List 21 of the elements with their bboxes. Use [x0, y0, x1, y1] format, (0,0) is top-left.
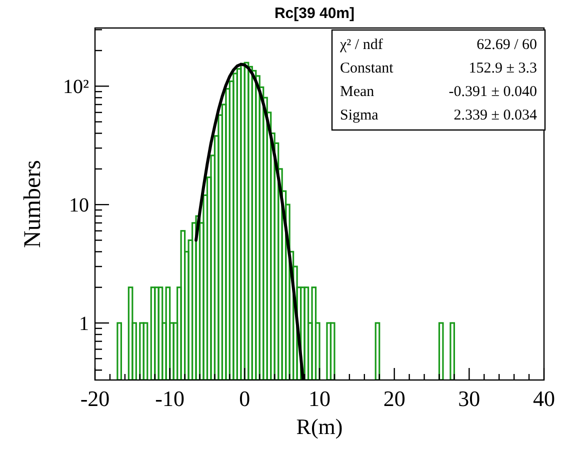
annotation: 2.339 ± 0.034 [454, 108, 538, 124]
annotation: -0.391 ± 0.040 [448, 84, 537, 100]
x-tick-label: 10 [308, 386, 330, 411]
x-tick-label: -10 [155, 386, 184, 411]
x-tick-label: 40 [533, 386, 555, 411]
y-tick-label: 10 [69, 194, 89, 217]
annotation: 152.9 ± 3.3 [468, 60, 537, 76]
x-tick-label: 30 [458, 386, 480, 411]
chart-title: Rc[39 40m] [274, 5, 355, 22]
x-tick-label: -20 [80, 386, 110, 411]
annotation: Constant [340, 60, 394, 76]
x-tick-label: 0 [239, 386, 250, 411]
annotation: χ² / ndf [339, 37, 383, 53]
x-axis-title: R(m) [296, 414, 343, 439]
annotation: Mean [340, 84, 375, 100]
y-axis-title: Numbers [20, 160, 46, 248]
x-tick-label: 20 [383, 386, 406, 411]
y-tick-label: 1 [79, 312, 89, 335]
y-tick-label: 10² [63, 76, 89, 98]
annotation: 62.69 / 60 [476, 37, 537, 53]
annotation: Sigma [340, 108, 379, 124]
